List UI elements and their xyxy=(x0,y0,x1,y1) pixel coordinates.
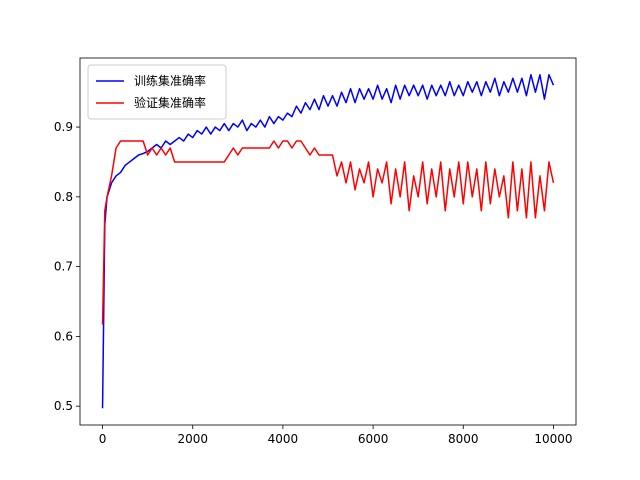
series-line xyxy=(101,140,555,325)
series-line xyxy=(101,74,555,409)
x-tick-label: 8000 xyxy=(448,432,479,446)
x-tick-label: 4000 xyxy=(268,432,299,446)
legend-label: 验证集准确率 xyxy=(134,95,206,110)
y-tick-label: 0.9 xyxy=(54,120,73,134)
y-tick-label: 0.7 xyxy=(54,260,73,274)
legend-box xyxy=(87,64,227,120)
y-tick-label: 0.6 xyxy=(54,329,73,343)
x-tick-label: 10000 xyxy=(534,432,572,446)
legend-label: 训练集准确率 xyxy=(134,73,206,88)
y-tick-label: 0.5 xyxy=(54,399,73,413)
x-tick-label: 6000 xyxy=(358,432,389,446)
plot-frame xyxy=(79,57,577,426)
x-tick-label: 0 xyxy=(99,432,107,446)
x-tick-label: 2000 xyxy=(177,432,208,446)
y-tick-label: 0.8 xyxy=(54,190,73,204)
